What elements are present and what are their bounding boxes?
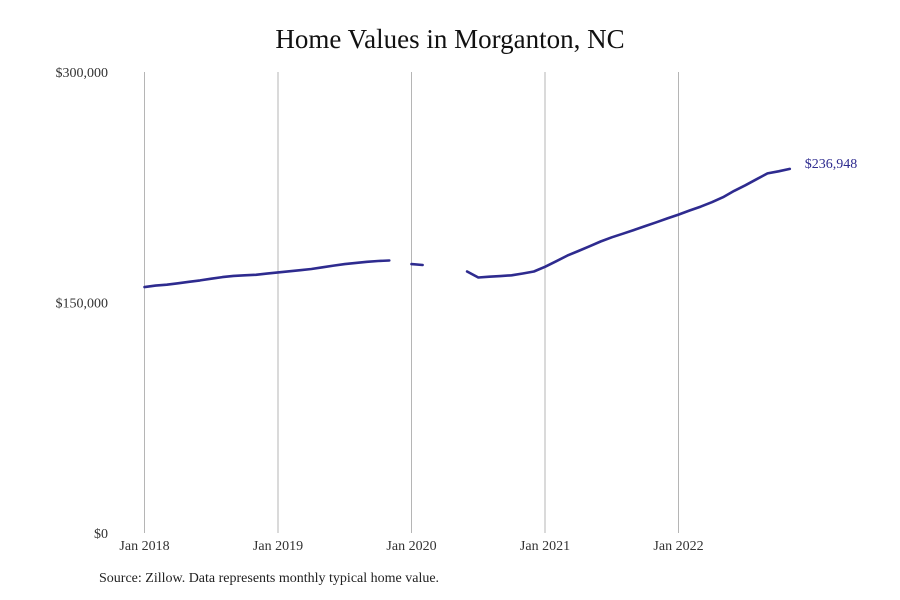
x-tick-label: Jan 2020 — [386, 539, 436, 554]
x-tick-label: Jan 2018 — [119, 539, 169, 554]
series-line-segment — [143, 259, 391, 289]
y-tick-label: $0 — [94, 527, 108, 542]
series-line-segment — [410, 262, 424, 267]
chart-title: Home Values in Morganton, NC — [275, 24, 625, 54]
x-tick-label: Jan 2019 — [253, 539, 303, 554]
x-tick-label: Jan 2022 — [653, 539, 703, 554]
x-tick-label: Jan 2021 — [520, 539, 570, 554]
source-note: Source: Zillow. Data represents monthly … — [99, 571, 440, 586]
series-line-segment — [465, 167, 792, 279]
end-value-label: $236,948 — [805, 157, 858, 172]
y-tick-label: $300,000 — [56, 66, 109, 81]
y-tick-label: $150,000 — [56, 297, 109, 312]
